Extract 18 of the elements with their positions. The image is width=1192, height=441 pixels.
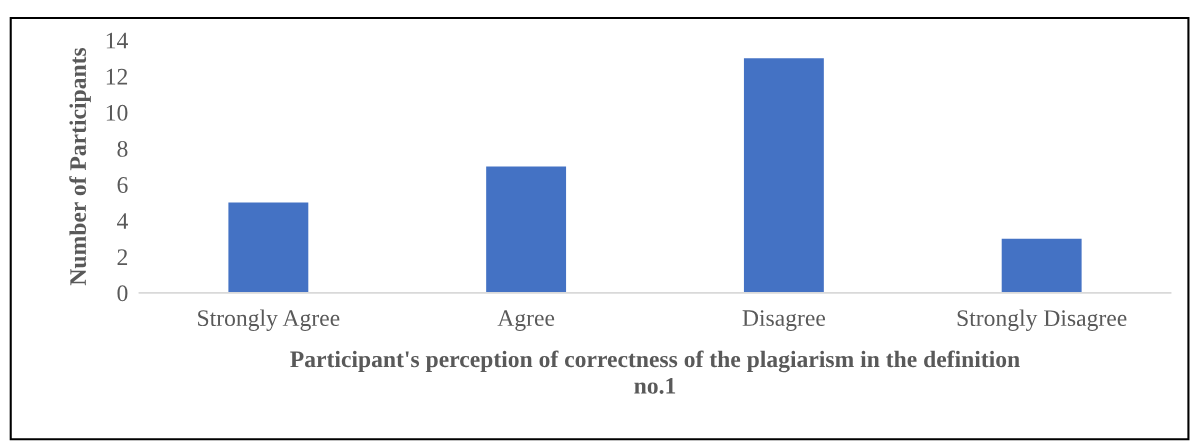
y-tick-label: 2 xyxy=(117,249,128,265)
bar xyxy=(743,58,824,293)
bar xyxy=(228,202,309,293)
y-tick-label: 10 xyxy=(106,104,128,121)
x-tick-label: Disagree xyxy=(742,310,826,331)
x-axis-title: Participant's perception of correctness of the plagiarism in the definition no.1 xyxy=(290,350,1020,394)
x-tick-label: Strongly Disagree xyxy=(957,309,1127,331)
y-tick-label: 4 xyxy=(117,213,128,229)
y-tick-label: 6 xyxy=(117,177,128,193)
x-tick-label: Strongly Agree xyxy=(198,309,340,331)
y-axis-title: Number of Participants xyxy=(69,47,91,286)
y-tick-label: 14 xyxy=(106,32,128,49)
y-tick-label: 12 xyxy=(106,68,128,85)
bar xyxy=(1001,238,1082,293)
y-tick-label: 0 xyxy=(117,285,128,302)
x-tick-label: Agree xyxy=(497,310,555,331)
bar xyxy=(486,166,567,293)
y-tick-label: 8 xyxy=(117,140,128,157)
